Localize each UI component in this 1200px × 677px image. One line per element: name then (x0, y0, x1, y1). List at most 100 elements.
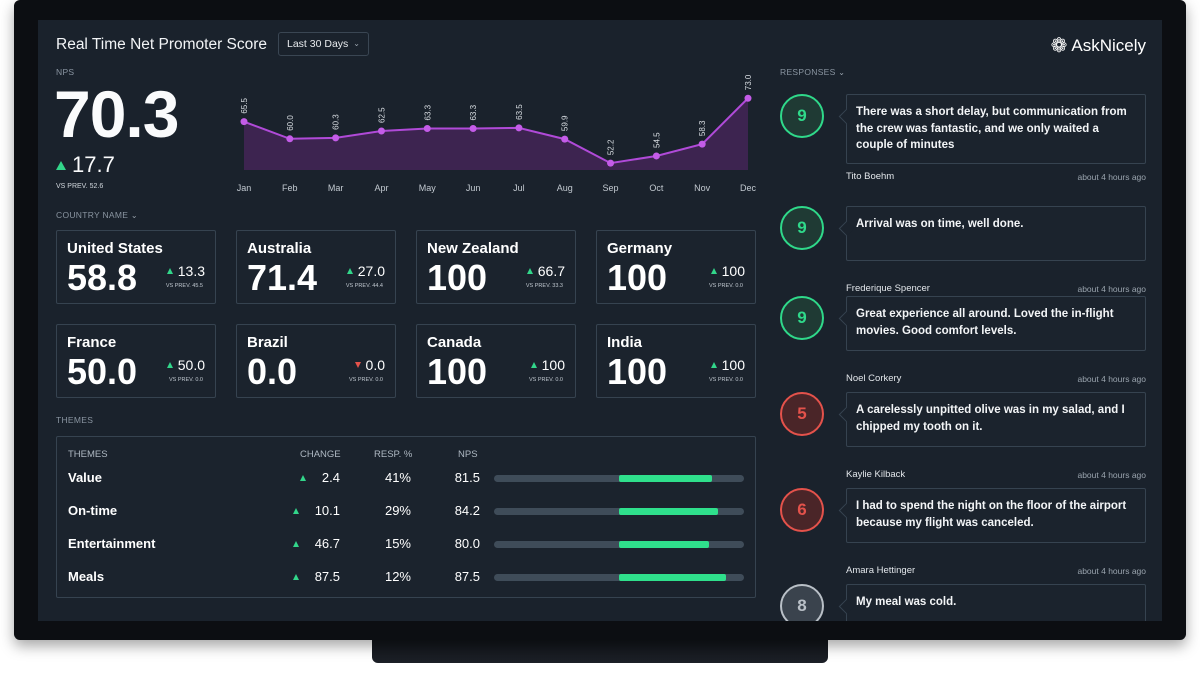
theme-nps-bar-fill (619, 508, 719, 515)
chart-point[interactable] (332, 134, 340, 142)
country-change: 50.0 (166, 357, 205, 373)
country-nps: 0.0 (247, 351, 298, 392)
asterisk-flower-icon: ❁ (1050, 35, 1068, 57)
chart-tick-label: May (419, 183, 437, 193)
chart-data-label: 60.0 (286, 115, 295, 131)
chart-tick-label: Jan (237, 183, 252, 193)
response-time: about 4 hours ago (1077, 172, 1146, 182)
response-time: about 4 hours ago (1077, 284, 1146, 294)
theme-nps: 87.5 (454, 569, 480, 584)
chart-point[interactable] (744, 94, 752, 102)
country-previous: VS PREV. 0.0 (708, 283, 743, 289)
theme-nps-bar (494, 574, 744, 581)
country-nps: 50.0 (67, 351, 138, 392)
country-name: France (67, 334, 117, 351)
country-card[interactable]: New Zealand 100 66.7 VS PREV. 33.3 (416, 230, 576, 304)
chart-point[interactable] (377, 127, 385, 135)
theme-resp: 41% (384, 470, 411, 485)
chart-data-label: 60.3 (332, 114, 341, 130)
date-range-label: Last 30 Days (287, 38, 349, 50)
table-row[interactable]: Value 2.4 41% 81.5 (57, 463, 755, 493)
country-name: Brazil (247, 334, 288, 351)
score-badge: 5 (780, 392, 824, 436)
table-row[interactable]: Entertainment 46.7 15% 80.0 (57, 529, 755, 559)
theme-nps: 84.2 (454, 503, 480, 518)
page-title: Real Time Net Promoter Score (56, 36, 268, 53)
theme-change-value: 2.4 (321, 470, 340, 485)
country-card[interactable]: Brazil 0.0 0.0 VS PREV. 0.0 (236, 324, 396, 398)
country-card[interactable]: Canada 100 100 VS PREV. 0.0 (416, 324, 576, 398)
chart-data-label: 62.5 (377, 107, 386, 123)
response-comment: There was a short delay, but communicati… (846, 94, 1146, 164)
chart-data-label: 63.5 (515, 104, 524, 120)
table-row[interactable]: On-time 10.1 29% 84.2 (57, 496, 755, 526)
theme-resp: 12% (384, 569, 411, 584)
date-range-dropdown[interactable]: Last 30 Days ⌄ (278, 32, 369, 56)
chart-data-label: 73.0 (744, 74, 753, 90)
theme-name: Value (68, 470, 102, 485)
chart-point[interactable] (423, 125, 431, 133)
brand-name: AskNicely (1071, 36, 1146, 55)
respondent-name: Kaylie Kilback (846, 469, 906, 480)
chart-point[interactable] (240, 118, 248, 126)
chart-data-label: 63.3 (469, 104, 478, 120)
country-change: 13.3 (166, 263, 205, 279)
chart-point[interactable] (698, 140, 706, 148)
country-label: COUNTRY NAME (56, 210, 129, 220)
trend-up-icon (292, 540, 299, 547)
country-card[interactable]: France 50.0 50.0 VS PREV. 0.0 (56, 324, 216, 398)
chart-point[interactable] (515, 124, 523, 132)
trend-up-icon (56, 160, 66, 170)
country-card[interactable]: India 100 100 VS PREV. 0.0 (596, 324, 756, 398)
chart-data-label: 63.3 (423, 104, 432, 120)
country-nps: 100 (607, 351, 668, 392)
score-badge: 9 (780, 206, 824, 250)
theme-change-value: 46.7 (314, 536, 340, 551)
respondent-name: Noel Corkery (846, 373, 902, 384)
theme-change: 10.1 (292, 503, 340, 518)
country-name: United States (67, 240, 163, 257)
trend-up-icon (526, 268, 533, 274)
nps-change-value: 17.7 (72, 152, 115, 177)
chart-point[interactable] (607, 159, 615, 167)
theme-nps-bar-fill (619, 475, 713, 482)
country-name: New Zealand (427, 240, 519, 257)
respondent-name: Tito Boehm (846, 171, 895, 182)
country-card[interactable]: Australia 71.4 27.0 VS PREV. 44.4 (236, 230, 396, 304)
chart-point[interactable] (469, 125, 477, 133)
chart-tick-label: Aug (557, 183, 573, 193)
chart-tick-label: Dec (740, 183, 757, 193)
response-comment: I had to spend the night on the floor of… (846, 488, 1146, 543)
theme-name: Meals (68, 569, 105, 584)
chevron-down-icon: ⌄ (130, 211, 138, 220)
chevron-down-icon: ⌄ (838, 68, 846, 77)
country-card[interactable]: Germany 100 100 VS PREV. 0.0 (596, 230, 756, 304)
table-row[interactable]: Meals 87.5 12% 87.5 (57, 562, 755, 592)
theme-change-value: 87.5 (314, 569, 340, 584)
country-nps: 100 (427, 257, 488, 298)
score-badge: 9 (780, 94, 824, 138)
chart-point[interactable] (286, 135, 294, 143)
theme-nps-bar (494, 475, 744, 482)
theme-nps-bar-fill (619, 541, 709, 548)
nps-previous: VS PREV. 52.6 (56, 183, 104, 190)
chart-data-label: 65.5 (240, 98, 249, 114)
column-header-nps: NPS (458, 449, 478, 460)
chart-data-label: 58.3 (698, 120, 707, 136)
responses-filter[interactable]: RESPONSES ⌄ (780, 67, 845, 77)
country-filter[interactable]: COUNTRY NAME ⌄ (56, 210, 138, 220)
column-header-change: CHANGE (300, 449, 341, 460)
trend-up-icon (710, 362, 717, 368)
nps-change: 17.7 (56, 152, 115, 178)
country-nps: 100 (607, 257, 668, 298)
country-name: Canada (427, 334, 482, 351)
chart-point[interactable] (561, 135, 569, 143)
country-change: 27.0 (346, 263, 385, 279)
country-card[interactable]: United States 58.8 13.3 VS PREV. 45.5 (56, 230, 216, 304)
trend-up-icon (346, 268, 353, 274)
theme-resp: 15% (384, 536, 411, 551)
country-name: Australia (247, 240, 312, 257)
themes-table: THEMES CHANGE RESP. % NPS Value 2.4 41% 81.… (56, 436, 756, 598)
chart-line (243, 97, 749, 165)
chart-point[interactable] (652, 152, 660, 160)
